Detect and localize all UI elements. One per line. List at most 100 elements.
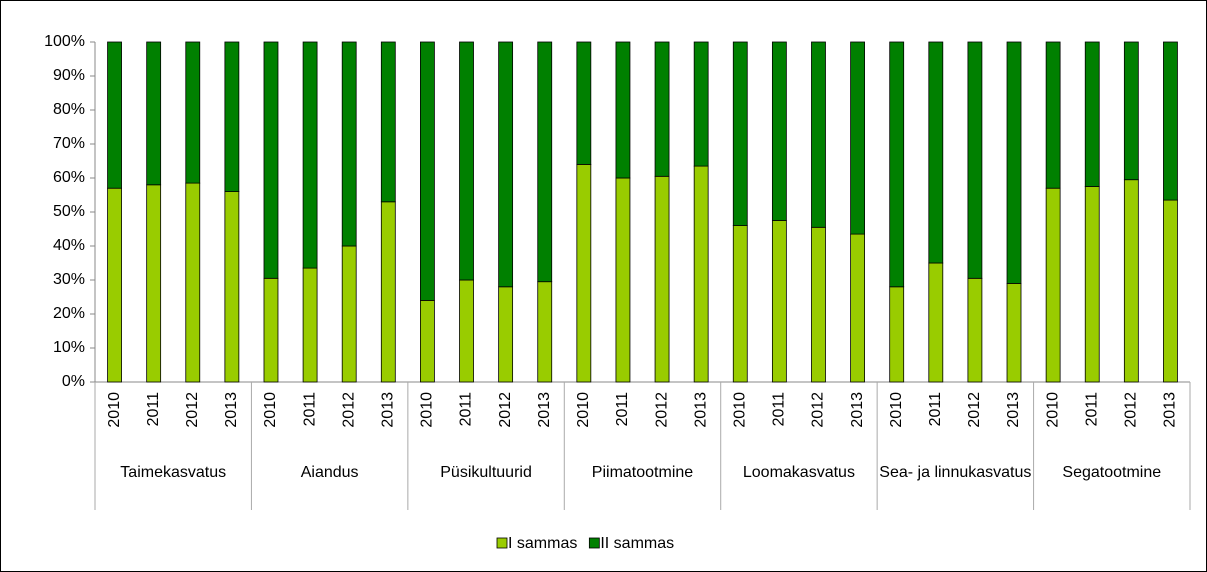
bar-segment [498, 41, 514, 288]
y-tick-label: 60% [53, 169, 85, 186]
x-tick-label: 2011 [145, 392, 162, 427]
bar-segment [576, 41, 592, 165]
bar-segment [537, 281, 553, 383]
bar-segment [1123, 179, 1139, 383]
bar-segment [459, 279, 474, 383]
x-tick-label: 2012 [810, 392, 827, 428]
x-tick-label: 2013 [536, 392, 553, 428]
x-tick-label: 2012 [1123, 392, 1140, 428]
x-tick-label: 2013 [692, 392, 709, 428]
x-tick-label: 2010 [731, 392, 748, 428]
bar-segment [146, 184, 162, 383]
bar-segment [654, 41, 670, 177]
bar-segment [224, 41, 240, 193]
x-tick-label: 2012 [340, 392, 357, 428]
bar-segment [654, 175, 670, 383]
x-tick-label: 2010 [262, 392, 279, 428]
bar-segment [341, 41, 357, 247]
bar-segment [185, 41, 201, 184]
bar-segment [537, 41, 553, 283]
bar-segment [1084, 41, 1100, 187]
y-tick-label: 30% [53, 271, 85, 288]
x-tick-label: 2013 [223, 392, 240, 428]
x-tick-label: 2013 [1005, 392, 1022, 428]
x-tick-label: 2010 [575, 392, 592, 428]
x-tick-label: 2013 [1162, 392, 1179, 428]
x-tick-label: 2011 [614, 392, 631, 427]
y-tick-label: 10% [53, 339, 85, 356]
y-tick-label: 70% [53, 135, 85, 152]
bar-segment [967, 277, 983, 383]
bar-segment [1163, 199, 1178, 383]
legend-label: I sammas [508, 535, 577, 552]
bar-segment [107, 187, 122, 383]
y-tick-label: 50% [53, 203, 85, 220]
bar-segment [771, 41, 787, 221]
bar-segment [380, 41, 396, 203]
bar-segment [928, 41, 944, 264]
bar-segment [107, 41, 122, 189]
x-tick-label: 2010 [419, 392, 436, 428]
group-label: Taimekasvatus [120, 464, 227, 481]
bar-segment [576, 163, 592, 383]
bar-segment [302, 267, 318, 383]
group-label: Piimatootmine [591, 464, 694, 481]
x-tick-label: 2013 [849, 392, 866, 428]
group-label: Sea- ja linnukasvatus [879, 464, 1032, 481]
bar-segment [615, 177, 631, 383]
bar-segment [263, 41, 279, 279]
bar-segment [732, 41, 748, 227]
bar-segment [302, 41, 318, 269]
bar-segment [811, 226, 826, 383]
bar-segment [693, 165, 709, 383]
x-tick-label: 2012 [966, 392, 983, 428]
y-tick-label: 40% [53, 237, 85, 254]
x-tick-label: 2010 [1044, 392, 1061, 428]
bar-segment [771, 220, 787, 383]
legend-label: II sammas [600, 535, 674, 552]
y-tick-label: 20% [53, 305, 85, 322]
bar-segment [850, 233, 865, 383]
bar-segment [928, 262, 944, 383]
bar-segment [420, 41, 435, 301]
x-tick-label: 2011 [1083, 392, 1100, 427]
x-tick-label: 2011 [927, 392, 944, 427]
x-tick-label: 2011 [458, 392, 475, 427]
x-tick-label: 2013 [380, 392, 397, 428]
group-label: Segatootmine [1062, 464, 1162, 481]
bar-segment [1006, 282, 1022, 383]
bar-segment [1084, 186, 1100, 383]
bar-segment [459, 41, 474, 281]
bar-segment [498, 286, 514, 383]
y-tick-label: 100% [44, 33, 85, 50]
bar-segment [967, 41, 983, 279]
bar-segment [380, 201, 396, 383]
bar-segment [693, 41, 709, 167]
bar-segment [889, 286, 905, 383]
x-tick-label: 2011 [771, 392, 788, 427]
bar-segment [850, 41, 865, 235]
bar-segment [889, 41, 905, 288]
bar-segment [615, 41, 631, 179]
y-tick-label: 0% [62, 373, 85, 390]
bar-segment [224, 191, 240, 383]
bar-segment [1045, 41, 1061, 189]
y-tick-label: 90% [53, 67, 85, 84]
bar-segment [420, 299, 435, 383]
bar-segment [1045, 187, 1061, 383]
x-tick-label: 2012 [653, 392, 670, 428]
x-tick-label: 2012 [184, 392, 201, 428]
bar-segment [146, 41, 162, 186]
bar-segment [185, 182, 201, 383]
x-tick-label: 2010 [888, 392, 905, 428]
bar-segment [811, 41, 826, 228]
bar-segment [263, 277, 279, 383]
x-tick-label: 2010 [106, 392, 123, 428]
bar-segment [1006, 41, 1022, 284]
bar-segment [732, 225, 748, 383]
group-label: Aiandus [300, 464, 359, 481]
bar-segment [1163, 41, 1178, 201]
x-tick-label: 2012 [497, 392, 514, 428]
